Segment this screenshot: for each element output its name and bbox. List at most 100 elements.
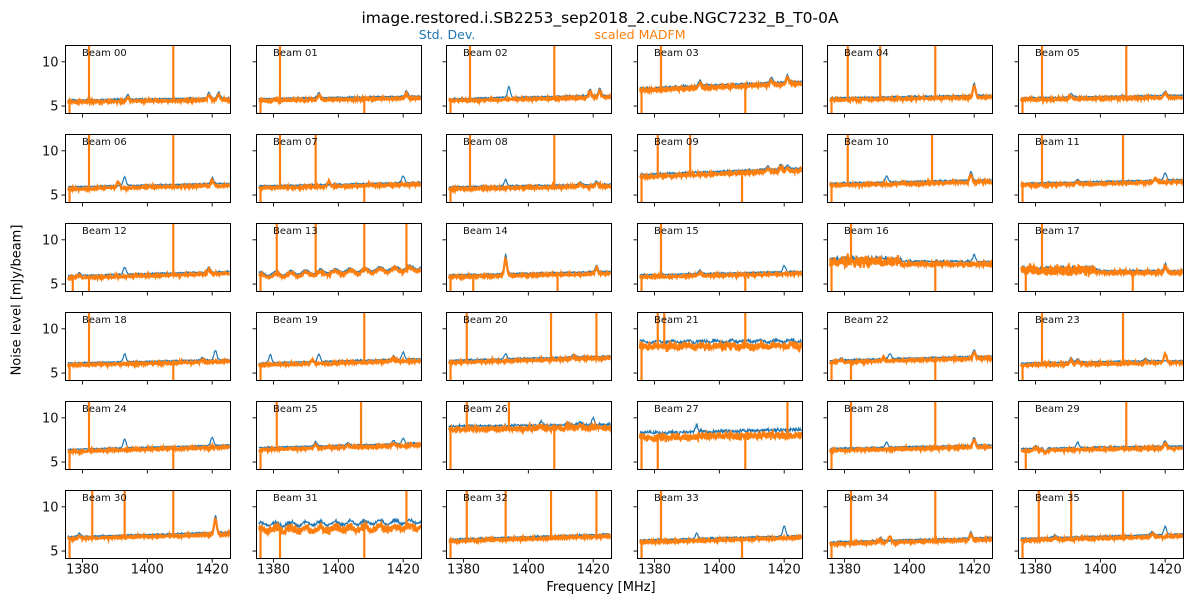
madfm-series	[1020, 353, 1184, 370]
axes-20: Beam 20	[442, 312, 613, 385]
beam-label: Beam 21	[654, 315, 699, 326]
madfm-series	[258, 357, 421, 369]
y-tick-label: 10	[42, 322, 59, 337]
y-tick-label: 5	[50, 100, 58, 115]
subplot-beam-21: Beam 21	[633, 312, 803, 385]
madfm-series	[638, 429, 803, 444]
figure-title: image.restored.i.SB2253_sep2018_2.cube.N…	[361, 9, 839, 27]
beam-label: Beam 04	[844, 48, 889, 59]
x-tick-label: 1400	[131, 563, 164, 578]
beam-label: Beam 34	[844, 493, 889, 504]
subplot-beam-03: Beam 03	[633, 45, 803, 118]
subplot-beam-10: Beam 10	[823, 134, 994, 207]
subplot-beam-30: 5 10 1380 1400 1420 Beam 30	[42, 490, 231, 578]
x-tick-label: 1380	[1019, 563, 1052, 578]
axes-27: Beam 27	[633, 401, 803, 474]
x-tick-label: 1420	[1149, 563, 1182, 578]
madfm-series	[448, 89, 612, 105]
madfm-series	[829, 256, 993, 269]
subplot-beam-18: 5 10 Beam 18	[42, 312, 231, 385]
std-dev-series	[448, 352, 612, 363]
axes-33: 1380 1400 1420 Beam 33	[633, 490, 803, 578]
y-tick-label: 10	[42, 500, 59, 515]
legend-scaled-madfm: scaled MADFM	[594, 27, 686, 42]
beam-label: Beam 24	[82, 404, 127, 415]
madfm-series	[639, 535, 803, 546]
axes-8: Beam 08	[442, 134, 613, 207]
beam-label: Beam 30	[82, 493, 127, 504]
y-tick-label: 5	[50, 189, 58, 204]
subplot-beam-35: 1380 1400 1420 Beam 35	[1014, 490, 1184, 578]
subplot-beam-06: 5 10 Beam 06	[42, 134, 231, 207]
axes-24: 5 10 Beam 24	[42, 401, 231, 474]
axes-35: 1380 1400 1420 Beam 35	[1014, 490, 1184, 578]
madfm-series	[258, 265, 421, 281]
x-tick-label: 1420	[767, 563, 800, 578]
std-dev-series	[448, 252, 612, 277]
axes-34: 1380 1400 1420 Beam 34	[823, 490, 994, 578]
beam-label: Beam 11	[1035, 137, 1080, 148]
axes-31: 1380 1400 1420 Beam 31	[252, 490, 422, 578]
beam-label: Beam 07	[273, 137, 318, 148]
madfm-series	[639, 166, 803, 181]
y-tick-label: 10	[42, 55, 59, 70]
beam-label: Beam 19	[273, 315, 318, 326]
y-tick-label: 5	[50, 367, 58, 382]
x-tick-label: 1380	[66, 563, 99, 578]
axes-2: Beam 02	[442, 45, 613, 118]
axes-28: Beam 28	[823, 401, 994, 474]
beam-label: Beam 03	[654, 48, 699, 59]
beam-label: Beam 02	[463, 48, 508, 59]
std-dev-series	[1020, 439, 1184, 452]
x-tick-label: 1420	[577, 563, 610, 578]
madfm-series	[829, 85, 993, 104]
y-tick-label: 10	[42, 144, 59, 159]
axes-23: Beam 23	[1014, 312, 1184, 385]
subplot-beam-12: 5 10 Beam 12	[42, 223, 231, 296]
madfm-series	[448, 532, 612, 545]
madfm-series	[67, 517, 230, 542]
beam-label: Beam 32	[463, 493, 508, 504]
std-dev-series	[639, 422, 803, 437]
subplot-beam-07: Beam 07	[252, 134, 422, 207]
subplot-beam-31: 1380 1400 1420 Beam 31	[252, 490, 422, 578]
madfm-series	[829, 437, 993, 455]
beam-label: Beam 10	[844, 137, 889, 148]
subplot-beam-24: 5 10 Beam 24	[42, 401, 231, 474]
y-tick-label: 10	[42, 411, 59, 426]
axes-29: Beam 29	[1014, 401, 1184, 474]
x-tick-label: 1380	[638, 563, 671, 578]
subplot-beam-22: Beam 22	[823, 312, 994, 385]
y-tick-label: 5	[50, 545, 58, 560]
subplot-beam-20: Beam 20	[442, 312, 613, 385]
axes-5: Beam 05	[1014, 45, 1184, 118]
beam-label: Beam 35	[1035, 493, 1080, 504]
x-tick-label: 1400	[893, 563, 926, 578]
madfm-series	[257, 441, 421, 454]
subplot-beam-26: Beam 26	[442, 401, 613, 474]
y-tick-label: 5	[50, 278, 58, 293]
subplot-beam-04: Beam 04	[823, 45, 994, 118]
madfm-series	[1020, 441, 1183, 456]
subplot-beam-32: 1380 1400 1420 Beam 32	[442, 490, 613, 578]
subplot-beam-25: Beam 25	[252, 401, 422, 474]
axes-26: Beam 26	[442, 401, 613, 474]
madfm-series	[639, 270, 803, 281]
x-tick-label: 1400	[321, 563, 354, 578]
madfm-series	[67, 443, 231, 455]
axes-1: Beam 01	[252, 45, 422, 118]
beam-label: Beam 20	[463, 315, 508, 326]
subplot-beam-27: Beam 27	[633, 401, 803, 474]
axes-18: 5 10 Beam 18	[42, 312, 231, 385]
x-tick-label: 1400	[703, 563, 736, 578]
madfm-series	[448, 354, 612, 367]
subplot-beam-11: Beam 11	[1014, 134, 1184, 207]
beam-label: Beam 01	[273, 48, 318, 59]
subplot-beam-17: Beam 17	[1014, 223, 1184, 296]
axes-3: Beam 03	[633, 45, 803, 118]
x-axis-label: Frequency [MHz]	[546, 580, 656, 595]
axes-15: Beam 15	[633, 223, 803, 296]
subplot-beam-33: 1380 1400 1420 Beam 33	[633, 490, 803, 578]
madfm-series	[67, 179, 231, 193]
